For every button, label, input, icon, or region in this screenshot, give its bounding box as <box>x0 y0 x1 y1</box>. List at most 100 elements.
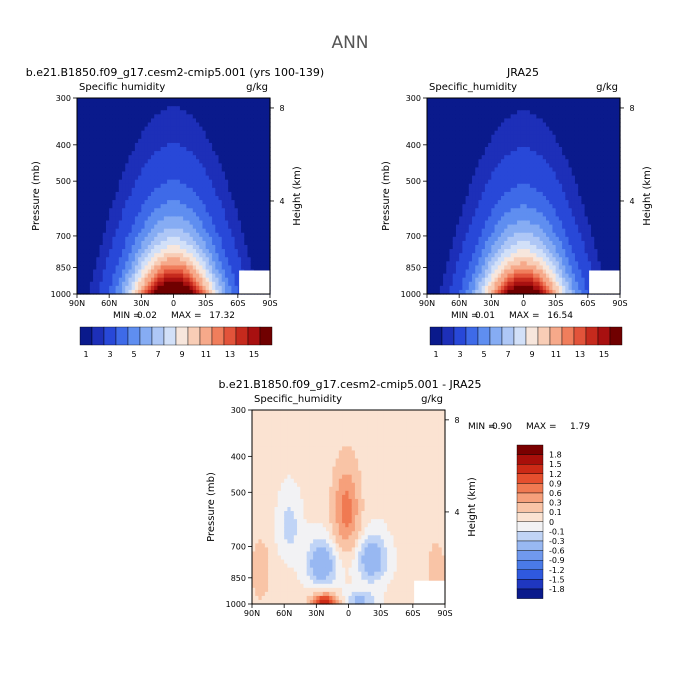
contour-cell <box>202 142 207 148</box>
contour-cell <box>205 122 210 128</box>
contour-cell <box>455 151 460 156</box>
contour-cell <box>86 151 91 156</box>
contour-cell <box>439 245 444 250</box>
contour-cell <box>452 265 457 271</box>
contour-cell <box>468 118 473 124</box>
contour-cell <box>167 147 171 152</box>
contour-cell <box>122 200 126 205</box>
contour-cell <box>455 147 460 152</box>
contour-cell <box>138 134 142 140</box>
contour-cell <box>179 212 184 218</box>
contour-cell <box>125 204 130 209</box>
contour-cell <box>99 130 104 136</box>
contour-cell <box>452 187 457 193</box>
contour-cell <box>504 220 509 226</box>
contour-cell <box>430 134 435 140</box>
contour-cell <box>253 265 258 271</box>
contour-cell <box>475 110 480 115</box>
contour-cell <box>154 277 159 283</box>
contour-cell <box>234 269 239 275</box>
contour-cell <box>472 179 476 185</box>
contour-cell <box>436 147 441 152</box>
contour-cell <box>257 98 261 103</box>
contour-cell <box>189 134 194 140</box>
contour-cell <box>202 187 207 193</box>
contour-cell <box>221 273 226 279</box>
contour-cell <box>109 159 113 164</box>
contour-cell <box>80 142 85 148</box>
contour-cell <box>257 114 261 120</box>
contour-cell <box>77 98 81 103</box>
contour-cell <box>472 159 476 164</box>
contour-cell <box>128 134 133 140</box>
contour-cell <box>224 134 229 140</box>
contour-cell <box>500 269 505 275</box>
contour-cell <box>128 171 133 177</box>
contour-cell <box>234 200 239 205</box>
contour-cell <box>99 281 104 287</box>
contour-cell <box>80 245 85 250</box>
contour-cell <box>105 159 110 164</box>
contour-cell <box>99 122 104 128</box>
contour-cell <box>208 245 213 250</box>
contour-cell <box>176 179 181 185</box>
contour-cell <box>118 171 123 177</box>
contour-cell <box>212 142 216 148</box>
contour-cell <box>459 147 463 152</box>
contour-cell <box>244 224 249 230</box>
contour-cell <box>439 253 444 258</box>
contour-cell <box>189 245 194 250</box>
contour-cell <box>163 196 168 201</box>
contour-cell <box>455 155 460 160</box>
contour-cell <box>192 212 197 218</box>
contour-cell <box>215 289 220 295</box>
contour-cell <box>196 102 200 107</box>
contour-cell <box>189 216 194 222</box>
contour-cell <box>205 138 210 144</box>
contour-cell <box>465 171 470 177</box>
contour-cell <box>147 171 152 177</box>
contour-cell <box>99 204 104 209</box>
contour-cell <box>475 196 480 201</box>
contour-cell <box>263 216 268 222</box>
contour-cell <box>500 281 505 287</box>
contour-cell <box>208 134 213 140</box>
contour-cell <box>215 191 220 197</box>
contour-cell <box>86 118 91 124</box>
contour-cell <box>260 212 265 218</box>
contour-cell <box>176 285 181 291</box>
contour-cell <box>202 245 207 250</box>
contour-cell <box>112 236 117 242</box>
contour-cell <box>433 277 438 283</box>
contour-cell <box>484 175 489 181</box>
contour-cell <box>494 187 499 193</box>
contour-cell <box>215 130 220 136</box>
contour-cell <box>83 122 88 128</box>
contour-cell <box>160 200 165 205</box>
contour-cell <box>218 232 223 238</box>
contour-cell <box>150 208 155 213</box>
contour-cell <box>179 257 184 262</box>
contour-cell <box>144 249 149 254</box>
contour-cell <box>446 216 451 222</box>
contour-cell <box>189 265 194 271</box>
contour-cell <box>504 204 509 209</box>
contour-cell <box>452 224 457 230</box>
contour-cell <box>468 130 473 136</box>
contour-cell <box>128 249 133 254</box>
contour-cell <box>507 220 512 226</box>
contour-cell <box>83 171 88 177</box>
contour-cell <box>488 228 492 234</box>
contour-cell <box>443 130 447 136</box>
contour-cell <box>196 175 200 181</box>
contour-cell <box>86 159 91 164</box>
contour-cell <box>138 196 142 201</box>
contour-cell <box>484 228 489 234</box>
contour-cell <box>497 191 502 197</box>
contour-cell <box>218 261 223 267</box>
contour-cell <box>208 110 213 115</box>
contour-cell <box>86 253 91 258</box>
contour-cell <box>83 228 88 234</box>
contour-cell <box>208 159 213 164</box>
contour-cell <box>433 220 438 226</box>
